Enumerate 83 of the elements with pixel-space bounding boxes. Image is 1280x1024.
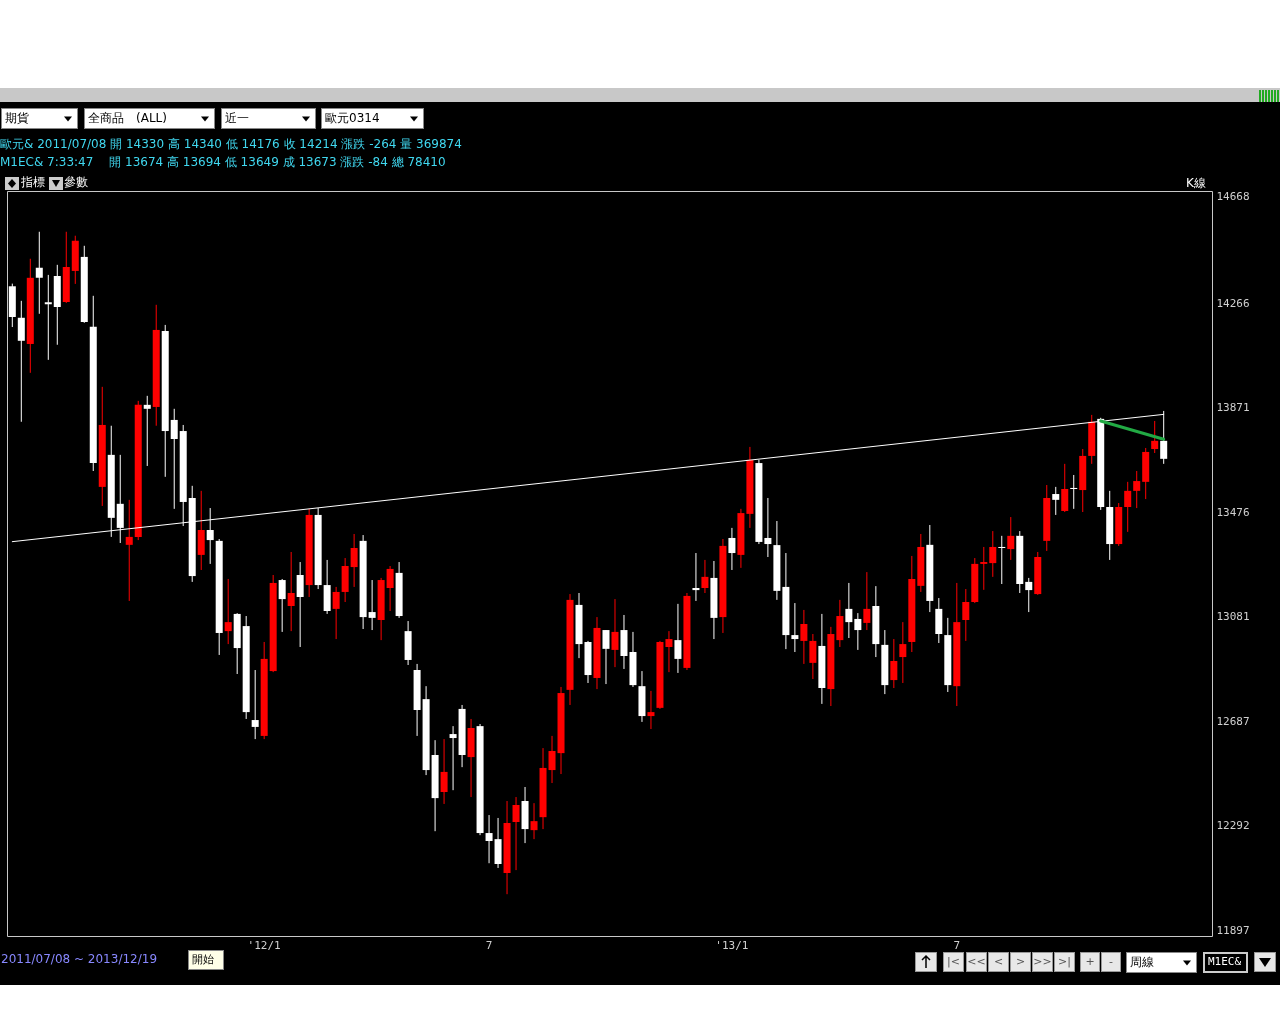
candlestick — [980, 546, 988, 591]
y-tick-label: 11897 — [1216, 923, 1250, 937]
candlestick — [368, 579, 376, 631]
candlestick — [1124, 481, 1132, 533]
candlestick — [224, 578, 232, 645]
candlestick — [674, 603, 682, 674]
x-tick-label: '13/1 — [715, 938, 749, 952]
candlestick — [701, 559, 709, 594]
candlestick — [809, 633, 817, 680]
text: > — [1010, 952, 1031, 972]
candlestick — [602, 629, 610, 685]
candlestick — [278, 578, 286, 633]
y-tick-label: 12292 — [1216, 819, 1250, 833]
candlestick — [35, 231, 43, 315]
candlestick — [1061, 463, 1069, 513]
candlestick — [800, 609, 808, 665]
candlestick — [863, 571, 871, 631]
candlestick — [449, 725, 457, 791]
candlestick — [1133, 470, 1141, 509]
text: 周線 — [1126, 952, 1197, 973]
candlestick — [1025, 577, 1033, 613]
y-tick-label: 12687 — [1216, 714, 1250, 728]
text: - — [1101, 952, 1121, 972]
candlestick — [764, 497, 772, 558]
text: 參數 — [64, 174, 88, 191]
candlestick — [692, 552, 700, 602]
text: 全商品 (ALL) — [84, 108, 215, 129]
text: 2011/07/08 ~ 2013/12/19 — [1, 952, 158, 966]
candlestick — [1052, 486, 1060, 516]
text: 歐元& 2011/07/08 開 14330 高 14340 低 14176 收 14214 漲跌 -264 量 369874 — [0, 136, 462, 153]
candlestick — [1151, 420, 1159, 454]
text: 指標 — [21, 174, 45, 191]
candlestick — [1007, 516, 1015, 561]
x-tick-label: 7 — [953, 938, 961, 952]
text: >> — [1032, 952, 1053, 972]
candlestick — [287, 551, 295, 632]
candlestick — [44, 274, 52, 361]
candlestick — [251, 669, 259, 740]
x-tick-label: '12/1 — [247, 938, 281, 952]
text: M1EC& 7:33:47 開 13674 高 13694 低 13649 成 13673 漲跌 -84 總 78410 — [0, 154, 446, 171]
candlestick — [332, 586, 340, 640]
y-tick-label: 13081 — [1216, 610, 1250, 624]
candlestick — [899, 621, 907, 684]
text: 歐元0314 — [321, 108, 424, 129]
text: << — [966, 952, 987, 972]
candlestick — [890, 638, 898, 689]
candlestick — [647, 690, 655, 730]
candlestick — [548, 735, 556, 784]
candlestick — [962, 588, 970, 642]
candlestick — [17, 300, 25, 423]
candlestick — [170, 408, 178, 510]
candlestick — [530, 802, 538, 840]
candlestick — [989, 530, 997, 578]
candlestick — [350, 533, 358, 588]
candlestick — [143, 395, 151, 467]
x-tick-label: 7 — [485, 938, 493, 952]
candlestick — [512, 796, 520, 871]
candlestick — [791, 602, 799, 653]
candlestick — [665, 630, 673, 673]
candlestick — [998, 535, 1006, 585]
text: K線 — [1186, 175, 1206, 192]
candlestick — [854, 612, 862, 651]
candlestick — [611, 598, 619, 668]
candlestick — [125, 499, 133, 602]
candlestick — [296, 561, 304, 648]
text: |< — [943, 952, 964, 972]
text: 開始 — [188, 950, 224, 970]
candlestick — [1070, 474, 1078, 510]
y-tick-label: 14266 — [1216, 296, 1250, 310]
candlestick — [485, 814, 493, 864]
candlestick — [728, 527, 736, 571]
candlestick — [386, 565, 394, 612]
y-tick-label: 13476 — [1216, 505, 1250, 519]
text: M1EC& — [1203, 952, 1248, 973]
y-tick-label: 13871 — [1216, 401, 1250, 415]
candlestick — [440, 738, 448, 805]
text: < — [988, 952, 1009, 972]
text: 期貨 — [1, 108, 78, 129]
text: >| — [1054, 952, 1075, 972]
text: 近一 — [221, 108, 316, 129]
y-tick-label: 14668 — [1216, 190, 1250, 204]
text: + — [1080, 952, 1100, 972]
candlestick — [845, 582, 853, 639]
